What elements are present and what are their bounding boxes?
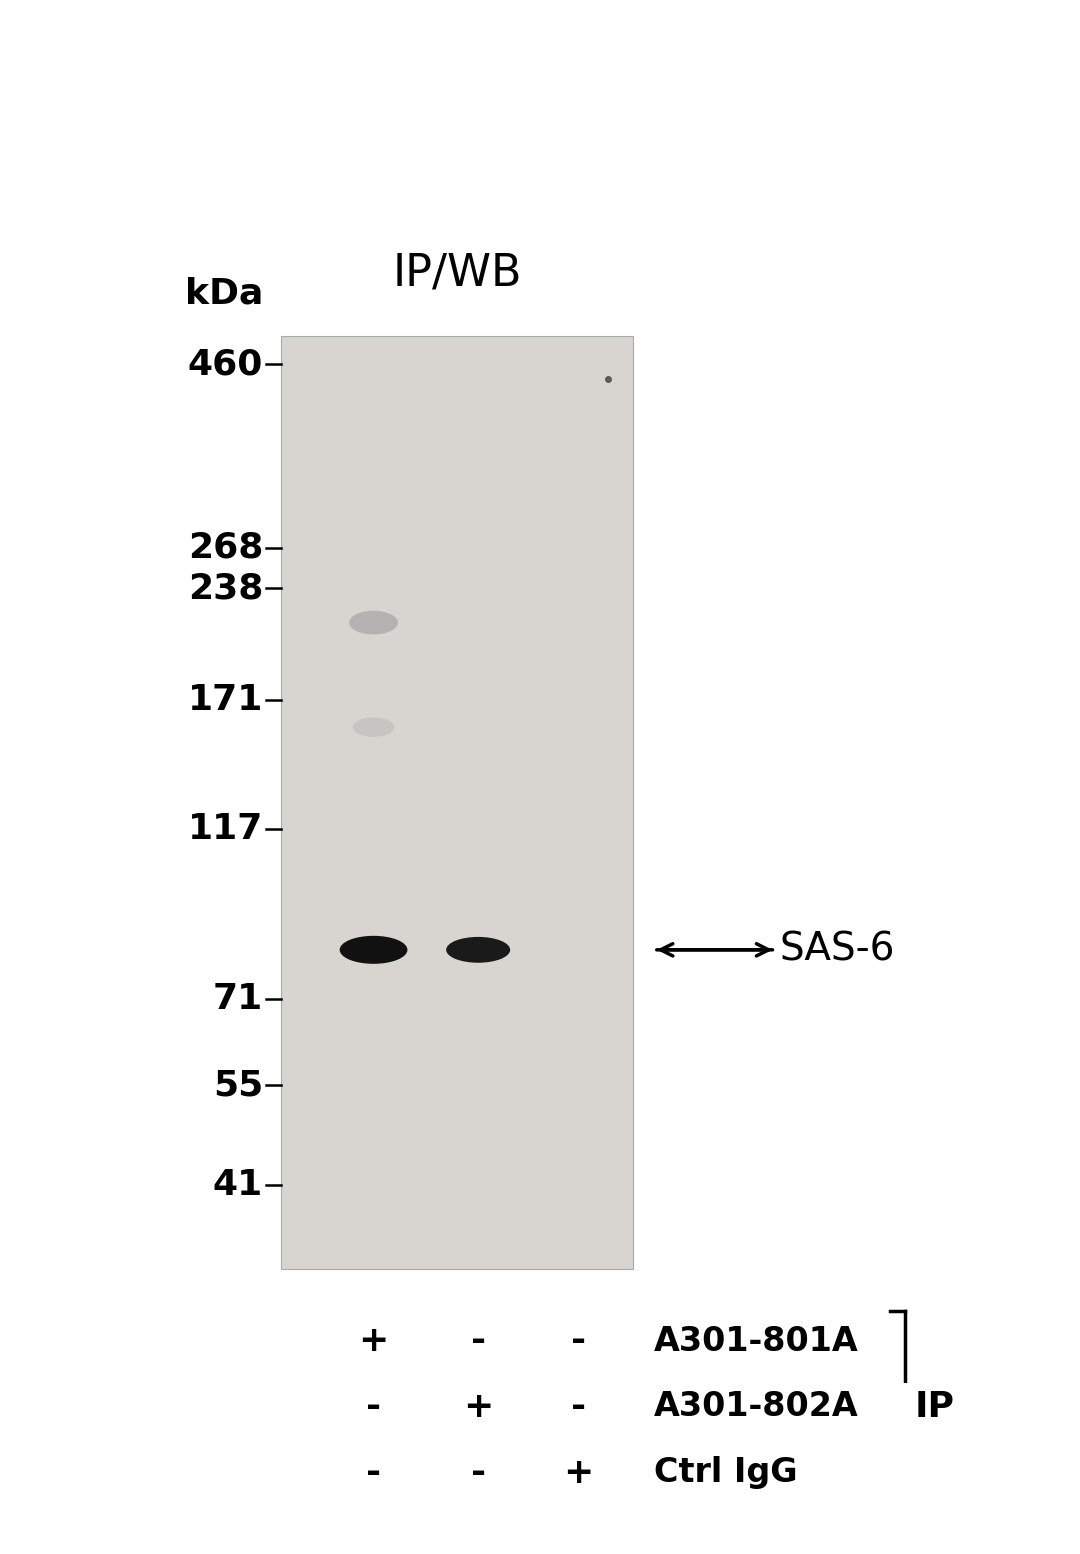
Text: IP/WB: IP/WB <box>392 252 522 294</box>
Ellipse shape <box>353 718 394 737</box>
Text: 55: 55 <box>213 1069 264 1102</box>
Text: 171: 171 <box>188 684 264 718</box>
Text: -: - <box>571 1389 586 1423</box>
Text: -: - <box>471 1324 486 1358</box>
Text: -: - <box>366 1456 381 1490</box>
Text: 238: 238 <box>188 570 264 605</box>
Text: Ctrl IgG: Ctrl IgG <box>653 1456 797 1489</box>
Text: A301-802A: A301-802A <box>653 1391 859 1423</box>
Text: 268: 268 <box>188 531 264 564</box>
Ellipse shape <box>349 611 399 634</box>
Text: -: - <box>366 1389 381 1423</box>
Text: A301-801A: A301-801A <box>653 1324 859 1358</box>
Text: -: - <box>471 1456 486 1490</box>
Text: 41: 41 <box>213 1169 264 1203</box>
Text: SAS-6: SAS-6 <box>780 931 895 968</box>
Ellipse shape <box>339 936 407 963</box>
Text: -: - <box>571 1324 586 1358</box>
Ellipse shape <box>446 937 510 963</box>
Text: +: + <box>359 1324 389 1358</box>
Text: 117: 117 <box>188 813 264 845</box>
Text: +: + <box>463 1389 494 1423</box>
Text: +: + <box>564 1456 594 1490</box>
Text: kDa: kDa <box>185 277 264 311</box>
Text: 71: 71 <box>213 982 264 1016</box>
Bar <box>282 336 633 1270</box>
Text: IP: IP <box>915 1389 955 1423</box>
Text: 460: 460 <box>188 348 264 381</box>
